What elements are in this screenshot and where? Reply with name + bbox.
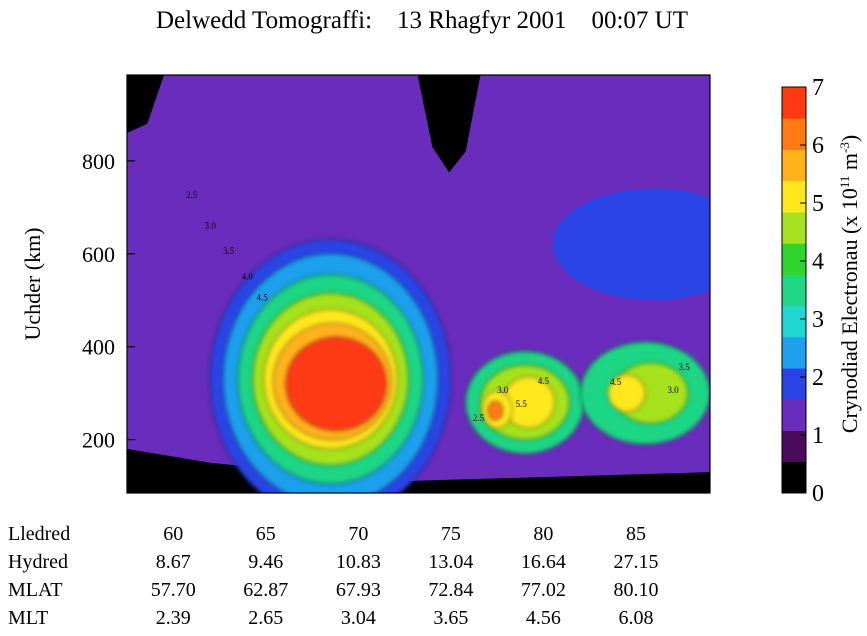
colorbar-label-exponent: 11 xyxy=(837,176,852,189)
contour-label: 4.0 xyxy=(242,271,254,281)
colorbar-tick-label: 5 xyxy=(812,191,824,217)
chart-title: Delwedd Tomograffi: 13 Rhagfyr 2001 00:0… xyxy=(156,7,688,34)
table-cell: 67.93 xyxy=(336,579,381,601)
table-row-label: Lledred xyxy=(8,523,70,545)
table-cell: 75 xyxy=(441,523,461,545)
table-cell: 72.84 xyxy=(428,579,473,601)
colorbar-swatch xyxy=(782,461,806,494)
colorbar-tick-label: 4 xyxy=(812,249,824,275)
table-cell: 70 xyxy=(348,523,368,545)
table-cell: 2.39 xyxy=(156,607,191,629)
contour-label: 5.5 xyxy=(516,399,528,409)
colorbar-swatch xyxy=(782,211,806,244)
colorbar-swatch xyxy=(782,305,806,338)
colorbar-swatch xyxy=(782,336,806,369)
table-cell: 8.67 xyxy=(156,551,191,573)
colorbar-tick-label: 1 xyxy=(812,423,824,449)
table-cell: 77.02 xyxy=(521,579,566,601)
colorbar-frame xyxy=(781,86,807,494)
table-cell: 85 xyxy=(626,523,646,545)
table-cell: 27.15 xyxy=(613,551,658,573)
table-cell: 80.10 xyxy=(613,579,658,601)
density-contour xyxy=(487,401,504,421)
colorbar-swatch xyxy=(782,430,806,463)
colorbar-label-close: ) xyxy=(837,135,862,142)
table-cell: 2.65 xyxy=(248,607,283,629)
colorbar-swatch xyxy=(782,149,806,182)
contour-plot-area xyxy=(127,75,710,493)
colorbar-tick-label: 3 xyxy=(812,307,824,333)
colorbar-label-unit-exponent: -3 xyxy=(837,142,852,153)
table-cell: 57.70 xyxy=(151,579,196,601)
table-cell: 3.04 xyxy=(341,607,376,629)
colorbar-tick-label: 7 xyxy=(812,75,824,101)
low-density-region xyxy=(417,75,481,173)
y-axis-label: Uchder (km) xyxy=(20,227,45,340)
low-density-region xyxy=(127,75,165,134)
colorbar-swatch xyxy=(782,87,806,119)
table-cell: 60 xyxy=(163,523,183,545)
contour-label: 4.5 xyxy=(610,377,622,387)
table-cell: 80 xyxy=(533,523,553,545)
table-cell: 10.83 xyxy=(336,551,381,573)
table-cell: 6.08 xyxy=(618,607,653,629)
density-contour xyxy=(285,336,387,431)
table-row-label: Hydred xyxy=(8,551,68,573)
contour-label: 2.5 xyxy=(186,190,198,200)
table-cell: 13.04 xyxy=(428,551,473,573)
y-tick-label: 800 xyxy=(82,149,115,174)
table-cell: 16.64 xyxy=(521,551,566,573)
density-region xyxy=(552,188,710,301)
y-tick-label: 200 xyxy=(82,428,115,453)
table-row-label: MLT xyxy=(8,607,48,629)
contour-label: 3.0 xyxy=(205,220,217,230)
table-cell: 4.56 xyxy=(526,607,561,629)
contour-label: 3.5 xyxy=(223,246,235,256)
contour-label: 2.5 xyxy=(473,413,485,423)
contour-label: 3.0 xyxy=(667,385,679,395)
contour-label: 3.5 xyxy=(678,362,690,372)
colorbar: 0 1 2 3 4 5 6 7 xyxy=(781,75,824,507)
coordinate-table: Lledred 60 65 70 75 80 85 Hydred 8.67 9.46 10.83 13… xyxy=(8,523,658,629)
colorbar-swatch xyxy=(782,368,806,400)
y-axis: 200 400 600 800 xyxy=(82,149,135,453)
colorbar-tick-label: 2 xyxy=(812,365,824,391)
colorbar-tick-label: 6 xyxy=(812,133,824,159)
colorbar-label: Crynodiad Electronau (x 1011 m-3) xyxy=(837,135,862,433)
table-cell: 65 xyxy=(256,523,276,545)
table-cell: 3.65 xyxy=(433,607,468,629)
y-tick-label: 600 xyxy=(82,242,115,267)
colorbar-tick-label: 0 xyxy=(812,481,824,507)
colorbar-label-unit: m xyxy=(837,153,862,176)
y-tick-label: 400 xyxy=(82,335,115,360)
colorbar-label-text: Crynodiad Electronau (x 10 xyxy=(837,188,862,433)
colorbar-swatch xyxy=(782,180,806,213)
density-contour xyxy=(607,374,646,413)
table-cell: 62.87 xyxy=(243,579,288,601)
plot-frame xyxy=(126,74,711,494)
colorbar-swatch xyxy=(782,399,806,432)
contour-label: 4.5 xyxy=(538,376,550,386)
colorbar-swatch xyxy=(782,243,806,275)
colorbar-swatch xyxy=(782,274,806,307)
table-cell: 9.46 xyxy=(248,551,283,573)
contour-labels: 2.5 3.0 3.5 4.0 4.5 3.0 2.5 4.5 5.5 4.5 3.0 3.5 xyxy=(186,190,690,423)
table-row-label: MLAT xyxy=(8,579,62,601)
contour-label: 4.5 xyxy=(256,292,268,302)
contour-label: 3.0 xyxy=(497,385,509,395)
